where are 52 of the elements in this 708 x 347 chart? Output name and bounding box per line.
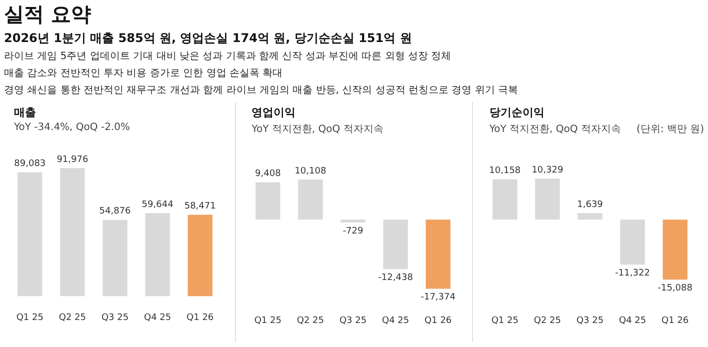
chart-subtitle: YoY 적지전환, QoQ 적자지속 [252,123,384,136]
data-label: 10,158 [489,166,522,176]
x-tick-label: Q3 25 [576,316,604,326]
data-label: -729 [342,226,364,236]
data-label: -15,088 [658,284,694,294]
data-label: 9,408 [254,169,281,180]
data-label: 89,083 [14,159,46,170]
chart-subtitle: YoY -34.4%, QoQ -2.0% [14,122,131,133]
chart-subtitle: YoY 적지전환, QoQ 적자지속 [489,124,621,135]
bar [492,179,518,220]
x-tick-label: Q4 25 [619,316,646,326]
bar [578,213,603,220]
bar [620,220,646,265]
text: 실적 요약 [4,2,92,26]
x-tick-label: Q4 25 [382,316,409,326]
chart-title: 당기순이익 [489,106,546,120]
x-tick-label: Q4 25 [144,312,172,323]
bar [663,220,688,280]
chart-title: 영업이익 [252,106,297,120]
data-label: 1,639 [577,200,604,210]
x-tick-label: Q1 25 [254,316,282,326]
text: 라이브 게임 5주년 업데이트 기대 대비 낮은 성과 기록과 함께 신작 성과 부진에 따른 외형 성장 정체 [4,50,452,63]
x-tick-label: Q2 25 [534,316,562,326]
data-label: 10,329 [532,165,564,176]
x-tick-label: Q1 26 [662,316,690,326]
text: 2026년 1분기 매출 585억 원, 영업손실 174억 원, 당기순손실 151억 원 [4,31,413,46]
bar [145,213,170,296]
text: (단위: 백만 원) [636,123,704,136]
bar [535,178,560,220]
data-label: -17,374 [420,292,456,303]
x-tick-label: Q1 26 [424,316,452,326]
data-label: 58,471 [184,202,216,212]
data-label: 10,108 [294,166,326,176]
data-label: 59,644 [142,200,174,210]
x-tick-label: Q3 25 [101,312,129,323]
x-tick-label: Q1 25 [16,312,44,323]
x-tick-label: Q2 25 [296,316,324,326]
data-label: -12,438 [378,272,413,283]
bar [188,214,212,296]
data-label: -11,322 [616,268,650,279]
data-label: 54,876 [99,206,132,217]
data-label: 91,976 [56,155,88,166]
text: 경영 쇄신을 통한 전반적인 재무구조 개선과 함께 라이브 게임의 매출 반등, 신작의 성공적 런칭으로 경영 위기 극복 [4,84,520,97]
x-tick-label: Q3 25 [339,316,366,326]
bar [60,168,85,296]
text: 매출 감소와 전반적인 투자 비용 증가로 인한 영업 손실폭 확대 [4,67,284,80]
bar [18,172,42,296]
x-tick-label: Q2 25 [58,312,86,323]
x-tick-label: Q1 25 [492,316,519,326]
chart-title: 매출 [14,106,37,120]
x-tick-label: Q1 26 [186,312,214,323]
bar [102,220,128,296]
